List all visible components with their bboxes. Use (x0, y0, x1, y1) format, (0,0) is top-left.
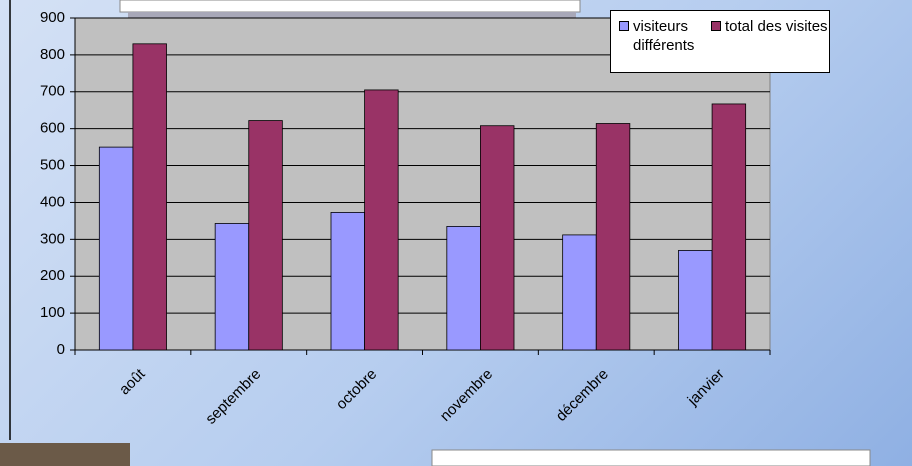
legend-entry: visiteurs différents (619, 17, 723, 55)
legend-label: visiteurs différents (633, 18, 695, 54)
legend-swatch (619, 21, 629, 31)
bar (480, 125, 515, 351)
legend-label: total des visites (725, 18, 828, 35)
x-tick-label: décembre (553, 366, 612, 425)
y-tick-label: 100 (40, 304, 65, 321)
legend: visiteurs différents total des visites (610, 10, 830, 73)
top-panel-shadow (128, 12, 576, 20)
bar (595, 123, 631, 351)
bottom-panel (431, 449, 871, 466)
x-tick-label: octobre (333, 366, 380, 413)
bar (364, 89, 399, 351)
x-tick-label: août (116, 365, 149, 398)
bar (98, 146, 134, 351)
x-tick-label: janvier (684, 366, 728, 410)
bar (562, 234, 597, 351)
bar (132, 43, 167, 351)
bar (214, 223, 250, 351)
bar (330, 212, 365, 351)
bar (678, 249, 713, 351)
photo (0, 443, 130, 466)
x-tick-label: novembre (437, 366, 496, 425)
y-tick-label: 400 (40, 193, 65, 210)
plot-area (74, 17, 771, 351)
y-tick-label: 600 (40, 120, 65, 137)
top-panel (119, 0, 581, 13)
bar (711, 103, 747, 351)
bar (446, 226, 481, 351)
y-tick-label: 900 (40, 9, 65, 26)
y-tick-label: 800 (40, 46, 65, 63)
legend-swatch (711, 21, 721, 31)
y-tick-label: 200 (40, 267, 65, 284)
y-tick-label: 500 (40, 157, 65, 174)
y-tick-label: 300 (40, 230, 65, 247)
x-tick-label: septembre (202, 366, 264, 428)
legend-entry: total des visites (711, 17, 835, 36)
bar (248, 120, 283, 351)
y-tick-label: 700 (40, 83, 65, 100)
y-tick-label: 0 (57, 341, 65, 358)
